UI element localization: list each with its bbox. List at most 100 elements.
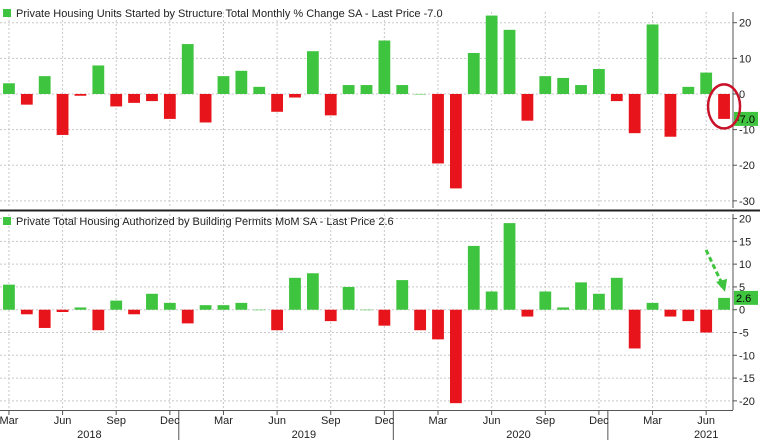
panel2-ytick-label: -15 (739, 373, 755, 385)
x-month-label: Jun (697, 415, 715, 427)
panel2-last-price-label: 2.6 (736, 293, 751, 305)
panel2-bar (378, 309, 391, 326)
panel1-bar (378, 40, 391, 94)
panel1-bar (217, 76, 230, 94)
x-month-label: Jun (483, 415, 501, 427)
panel1-bar (449, 93, 462, 189)
x-year-label: 2021 (694, 429, 718, 440)
panel1-bar (20, 93, 33, 105)
panel1-bar (503, 29, 516, 94)
panel1-bar (306, 51, 319, 94)
annotation-circle (706, 83, 742, 130)
panel2-bar (628, 309, 641, 349)
panel2-bar (503, 223, 516, 310)
annotation-arrow-head (716, 278, 728, 292)
panel2-bar (128, 309, 140, 315)
panel2-bar (146, 293, 158, 310)
panel2-bar (56, 309, 69, 312)
annotation-arrow-shaft (704, 249, 724, 285)
panel1-last-price-label: -7.0 (736, 114, 755, 126)
panel1-bar (557, 77, 570, 94)
panel1-bar (593, 69, 605, 94)
panel2-bar (449, 309, 462, 404)
panel1-ytick-label: -20 (739, 160, 755, 172)
x-month-label: Sep (106, 415, 126, 427)
panel1-bar (467, 52, 480, 94)
panel2-bar (38, 309, 51, 328)
panel2-bar (217, 305, 230, 310)
panel1-bar (181, 44, 194, 94)
panel2-legend-swatch (3, 217, 11, 225)
panel2-ytick-label: 10 (739, 259, 751, 271)
panel1-bar (682, 86, 695, 94)
panel2-bar (199, 305, 212, 310)
x-month-label: Mar (214, 415, 233, 427)
panel2-bar (163, 302, 176, 310)
panel1-bar (324, 93, 337, 116)
panel2-ytick-label: -20 (739, 396, 755, 408)
panel2-bar (414, 309, 427, 331)
panel1-bar (74, 93, 87, 96)
panel2-bar (181, 309, 194, 324)
panel2-bar (718, 297, 730, 310)
panel1-bar (235, 70, 248, 94)
panel1-legend-swatch (3, 9, 11, 17)
panel2-bar (20, 309, 33, 315)
panel2-bar (235, 302, 248, 310)
panel1-bar (628, 93, 641, 134)
panel2-ytick-label: 0 (739, 305, 745, 317)
panel1-bar (396, 85, 409, 94)
x-month-label: Mar (643, 415, 662, 427)
panel1-bar (664, 93, 677, 137)
x-year-label: 2019 (292, 429, 316, 440)
panel2-bar (289, 277, 301, 310)
panel1-bar (110, 93, 123, 107)
panel1-bar (360, 85, 373, 94)
panel1-bar (432, 93, 444, 164)
panel2-bar (360, 309, 373, 311)
x-month-label: Sep (535, 415, 555, 427)
panel2-bar (539, 291, 552, 310)
panel1-bar (342, 85, 355, 94)
x-month-label: Mar (0, 415, 19, 427)
panel2-bar (682, 309, 695, 322)
panel1-bar (289, 93, 301, 98)
x-month-label: Dec (375, 415, 395, 427)
panel2-ytick-label: 15 (739, 236, 751, 248)
panel1-ytick-label: 10 (739, 53, 751, 65)
panel1-bar (92, 65, 105, 94)
panel2-bar (664, 309, 677, 317)
panel1-bar (56, 93, 69, 135)
panel1-ytick-label: 20 (739, 18, 751, 30)
panel1-ytick-label: 0 (739, 89, 745, 101)
panel2-bar (467, 245, 480, 310)
panel1-ytick-label: -30 (739, 196, 755, 208)
panel2-bar (396, 280, 409, 310)
panel1-bar (146, 93, 158, 102)
panel1-title: Private Housing Units Started by Structu… (16, 8, 443, 20)
panel1-bar (414, 93, 427, 95)
panel2-bar (3, 284, 15, 310)
panel2-bar (92, 309, 105, 331)
panel1-bar (718, 93, 730, 119)
panel2-bar (432, 309, 444, 340)
panel2-ytick-label: -10 (739, 350, 755, 362)
panel2-bar (593, 293, 605, 310)
x-year-label: 2020 (506, 429, 530, 440)
panel2-bar (253, 309, 266, 311)
panel2-bar (575, 282, 587, 310)
panel2-bar (700, 309, 713, 333)
panel2-ytick-label: 20 (739, 214, 751, 226)
panel2-bar (306, 273, 319, 310)
panel1-ytick-label: -10 (739, 125, 755, 137)
panel1-bar (38, 76, 51, 94)
panel2-title: Private Total Housing Authorized by Buil… (16, 216, 394, 228)
panel2-ytick-label: 5 (739, 282, 745, 294)
x-year-label: 2018 (77, 429, 101, 440)
panel2-bar (271, 309, 284, 331)
panel1-bar (253, 86, 266, 94)
panel1-bar (646, 24, 659, 94)
panel2-bar (557, 307, 570, 310)
